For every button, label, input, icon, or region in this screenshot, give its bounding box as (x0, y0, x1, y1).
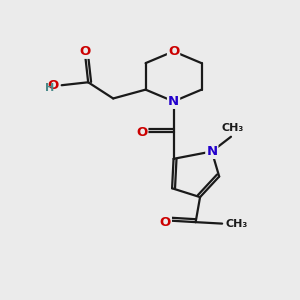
Text: H: H (45, 83, 54, 93)
Text: O: O (160, 216, 171, 229)
Text: O: O (136, 126, 147, 139)
Text: O: O (168, 45, 179, 58)
Text: N: N (168, 95, 179, 108)
Text: O: O (47, 79, 58, 92)
Text: CH₃: CH₃ (226, 219, 248, 229)
Text: O: O (80, 45, 91, 58)
Text: N: N (206, 145, 218, 158)
Text: CH₃: CH₃ (221, 123, 244, 133)
